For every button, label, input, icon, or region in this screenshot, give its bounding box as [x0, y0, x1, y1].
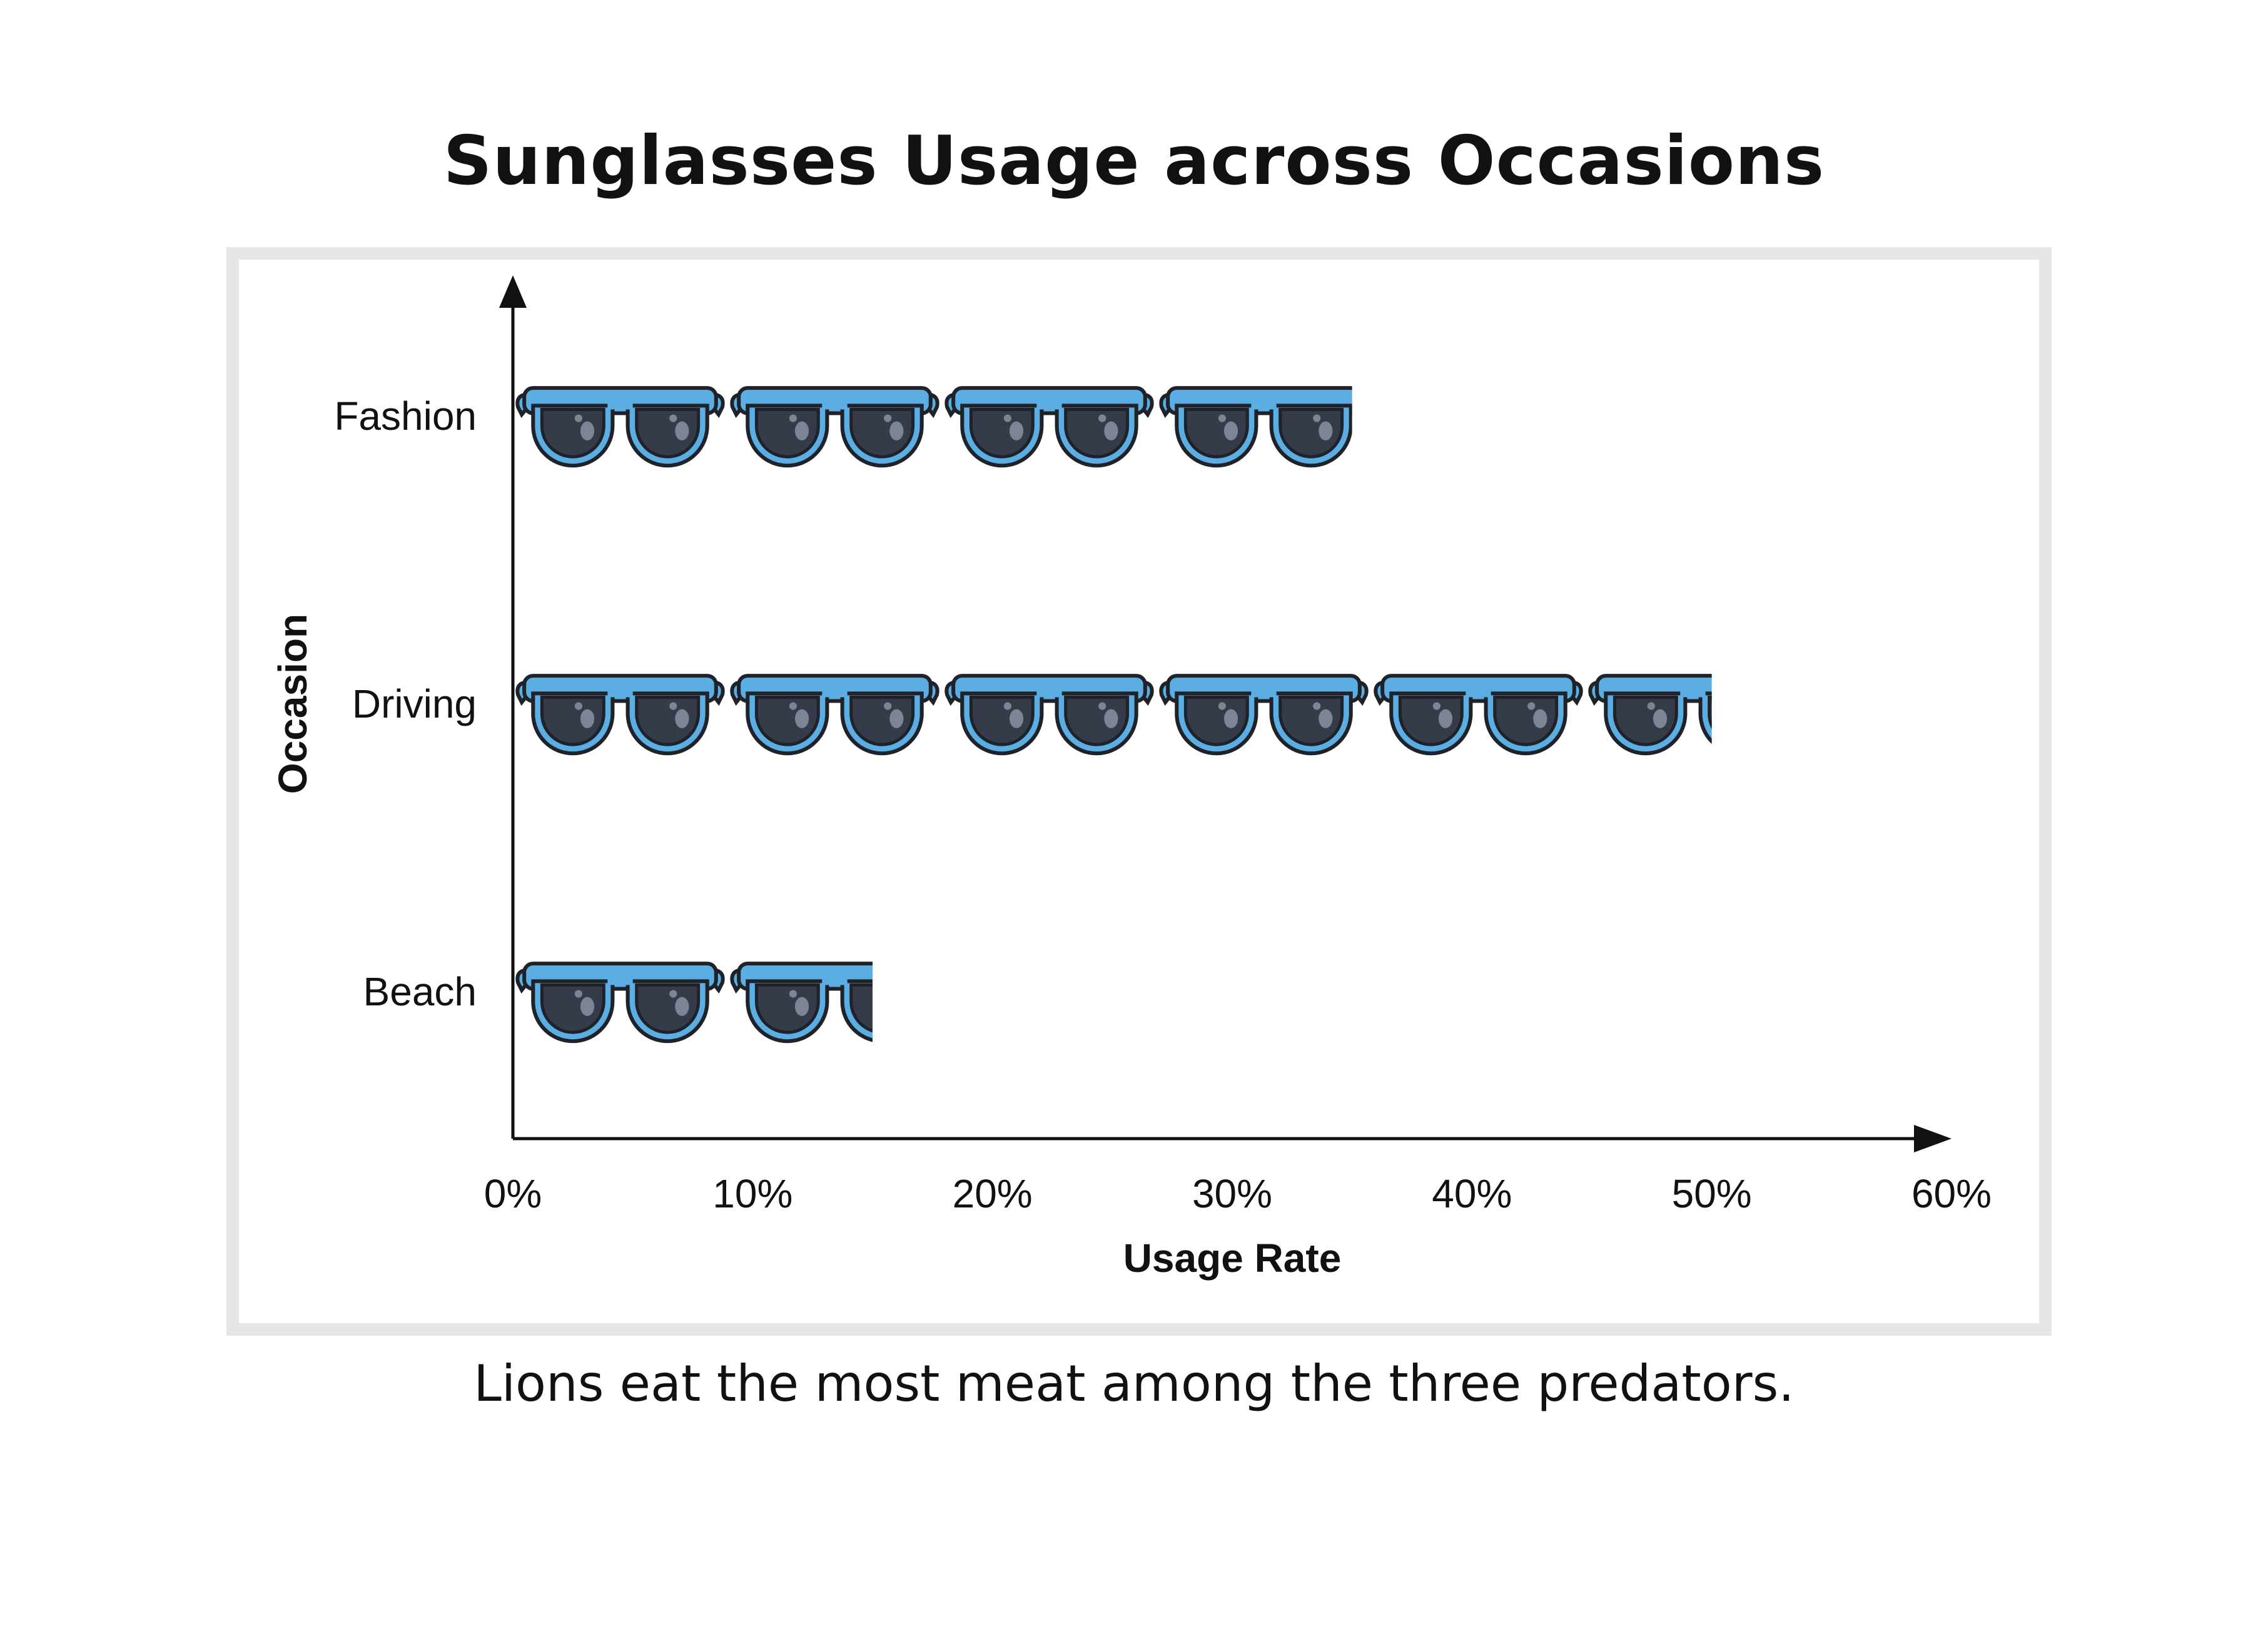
sunglasses-icon — [517, 676, 722, 753]
x-axis-arrow — [1914, 1125, 1952, 1152]
x-tick-label: 60% — [1911, 1171, 1992, 1216]
bar-beach — [517, 963, 937, 1041]
chart-title: Sunglasses Usage across Occasions — [443, 122, 1825, 200]
x-tick-label: 20% — [953, 1171, 1033, 1216]
x-axis-title: Usage Rate — [1123, 1236, 1342, 1281]
bar-driving — [517, 676, 1795, 753]
sunglasses-icon — [732, 388, 937, 465]
sunglasses-icon — [517, 388, 722, 465]
sunglasses-icon — [946, 388, 1152, 465]
x-tick-label: 30% — [1192, 1171, 1272, 1216]
x-tick-label: 40% — [1432, 1171, 1512, 1216]
sunglasses-icon — [1161, 388, 1366, 465]
sunglasses-icon — [1590, 676, 1795, 753]
x-tick-label: 50% — [1672, 1171, 1752, 1216]
sunglasses-icon — [517, 963, 722, 1041]
sunglasses-icon — [732, 963, 937, 1041]
y-tick-label: Driving — [352, 681, 477, 726]
bar-fashion — [517, 388, 1366, 465]
chart-frame — [226, 247, 2052, 1336]
y-axis-title: Occasion — [270, 614, 315, 794]
y-tick-label: Fashion — [334, 394, 477, 439]
x-tick-label: 0% — [484, 1171, 542, 1216]
y-tick-label: Beach — [363, 969, 477, 1014]
sunglasses-icon — [732, 676, 937, 753]
chart-caption: Lions eat the most meat among the three … — [473, 1354, 1795, 1413]
sunglasses-icon — [1375, 676, 1581, 753]
sunglasses-icon — [1161, 676, 1366, 753]
sunglasses-icon — [946, 676, 1152, 753]
y-axis-arrow — [499, 275, 527, 308]
x-tick-label: 10% — [712, 1171, 792, 1216]
